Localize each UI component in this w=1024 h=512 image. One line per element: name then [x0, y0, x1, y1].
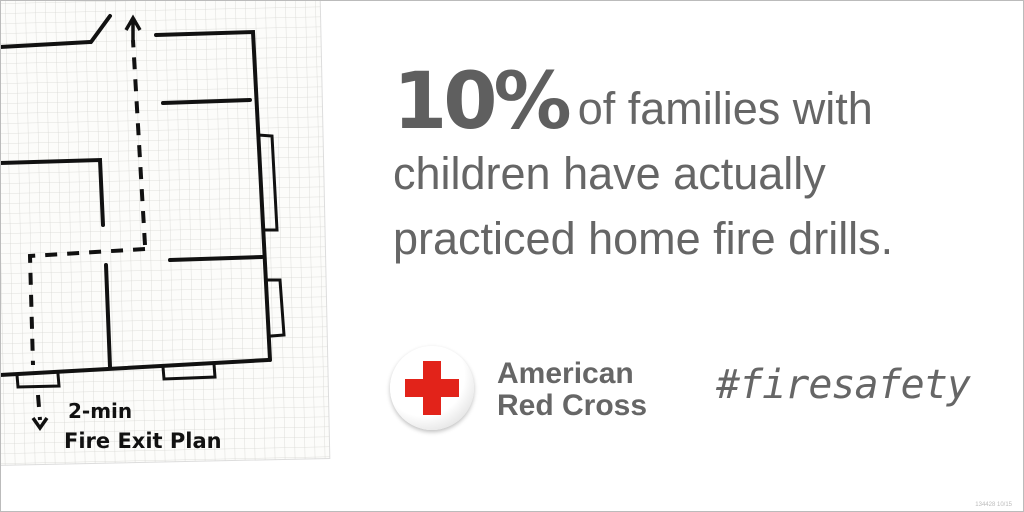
- org-line2: Red Cross: [497, 389, 648, 422]
- statistic-line1: of families with: [577, 83, 873, 134]
- statistic-percent: 10%: [393, 57, 572, 147]
- organization-name: American Red Cross: [497, 358, 647, 422]
- floor-plan-walls: [0, 14, 286, 389]
- statistic-line3: practiced home fire drills.: [393, 213, 894, 264]
- exit-route: [27, 39, 147, 421]
- hashtag: #firesafety: [716, 362, 971, 408]
- org-line1: American: [497, 357, 634, 390]
- statistic-text: 10% of families with children have actual…: [393, 63, 1013, 271]
- arrow-down-icon: [31, 416, 49, 432]
- arrow-up-icon: [124, 14, 142, 40]
- plan-label-line2: Fire Exit Plan: [64, 429, 222, 453]
- plan-label-line1: 2-min: [68, 399, 132, 423]
- statistic-line2: children have actually: [393, 148, 826, 199]
- red-cross-icon: [390, 346, 474, 430]
- print-code: 134428 10/15: [975, 502, 1012, 508]
- fire-exit-plan-drawing: 2-min Fire Exit Plan: [0, 0, 331, 467]
